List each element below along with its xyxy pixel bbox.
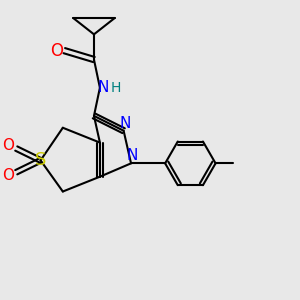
Text: H: H [111, 81, 122, 95]
Text: O: O [2, 168, 14, 183]
Text: O: O [50, 42, 63, 60]
Text: O: O [2, 138, 14, 153]
Text: N: N [127, 148, 138, 163]
Text: N: N [97, 80, 109, 95]
Text: S: S [35, 152, 46, 169]
Text: N: N [119, 116, 131, 131]
